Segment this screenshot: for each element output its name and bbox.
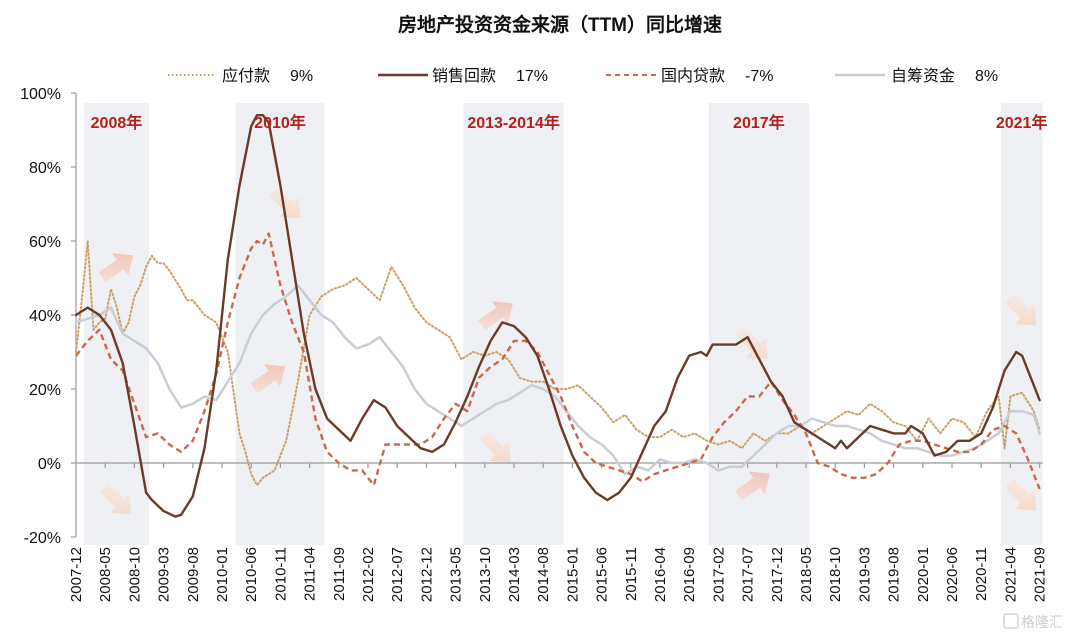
series-lines: [74, 113, 1041, 518]
x-tick-label: 2014-08: [535, 547, 552, 602]
arrow-shape: [269, 187, 301, 219]
shaded-period-band: [708, 103, 809, 545]
arrow-down-icon: [99, 483, 132, 515]
x-tick-label: 2014-03: [506, 547, 523, 602]
watermark-logo-icon: [1003, 613, 1019, 629]
x-tick-label: 2020-11: [973, 547, 990, 601]
arrow-shape: [250, 364, 286, 394]
x-tick-label: 2010-11: [272, 547, 289, 601]
x-tick-label: 2009-03: [156, 547, 173, 602]
y-tick-label: -20%: [24, 530, 61, 547]
x-tick-label: 2008-05: [97, 547, 114, 602]
arrow-down-icon: [479, 431, 511, 463]
arrow-shape: [98, 253, 134, 283]
arrow-shape: [735, 471, 770, 501]
arrow-down-icon: [269, 187, 301, 219]
x-tick-label: 2010-06: [243, 547, 260, 602]
arrow-shape: [99, 483, 132, 515]
y-tick-label: 20%: [29, 382, 61, 399]
axes: 100% 80% 60% 40% 20% 0% -20% 2007-12 2008-05 2008…: [20, 86, 1049, 602]
arrow-shape: [1005, 294, 1037, 326]
shaded-period-label: 2017年: [733, 113, 785, 132]
legend-value-sales: 17%: [516, 68, 548, 85]
x-tick-label: 2018-05: [798, 547, 815, 602]
x-tick-label: 2020-01: [915, 547, 932, 602]
y-tick-label: 60%: [29, 234, 61, 251]
x-tick-label: 2016-09: [681, 547, 698, 602]
x-tick-label: 2021-09: [1032, 547, 1049, 602]
legend-label-self-raised: 自筹资金: [891, 67, 955, 85]
legend-label-sales: 销售回款: [432, 67, 496, 85]
x-tick-label: 2017-07: [740, 547, 757, 602]
x-tick-label: 2015-06: [594, 547, 611, 602]
legend-item-loans: 国内贷款 -7%: [606, 67, 773, 85]
arrow-shape: [479, 431, 511, 463]
y-tick-label: 0%: [38, 456, 61, 473]
shaded-period-label: 2008年: [91, 113, 143, 132]
trend-arrows: [98, 187, 1037, 515]
x-tick-label: 2007-12: [68, 547, 85, 602]
arrow-up-icon: [98, 253, 134, 283]
x-tick-label: 2009-08: [185, 547, 202, 602]
legend-value-loans: -7%: [745, 68, 773, 85]
legend-label-loans: 国内贷款: [661, 67, 725, 85]
x-tick-label: 2008-10: [126, 547, 143, 602]
legend-value-self-raised: 8%: [975, 68, 998, 85]
x-tick-label: 2016-04: [652, 547, 669, 602]
series-line-loans: [75, 232, 1041, 490]
x-tick-label: 2019-03: [856, 547, 873, 602]
series-line-self-raised: [74, 284, 1041, 476]
x-tick-label: 2010-01: [214, 547, 231, 602]
x-tick-label: 2011-04: [302, 547, 319, 601]
arrow-shape: [478, 301, 513, 331]
shaded-period-label: 2010年: [254, 113, 306, 132]
arrow-down-icon: [1005, 479, 1037, 511]
arrow-up-icon: [735, 471, 770, 501]
legend: 应付款 9% 销售回款 17% 国内贷款 -7% 自筹资金 8%: [168, 66, 998, 85]
period-labels: 2008年 2010年 2013-2014年 2017年 2021年: [91, 113, 1048, 132]
legend-label-payables: 应付款: [222, 66, 270, 85]
watermark: 格隆汇: [1003, 613, 1063, 630]
arrow-down-icon: [1005, 294, 1037, 326]
watermark-text: 格隆汇: [1021, 614, 1063, 630]
legend-item-self-raised: 自筹资金 8%: [835, 67, 998, 85]
x-tick-label: 2021-04: [1002, 547, 1019, 602]
x-tick-label: 2012-07: [389, 547, 406, 602]
arrow-up-icon: [478, 301, 513, 331]
x-tick-label: 2012-12: [418, 547, 435, 602]
arrow-shape: [1005, 479, 1037, 511]
chart-title: 房地产投资资金来源（TTM）同比增速: [398, 13, 722, 36]
x-tick-label: 2017-12: [769, 547, 786, 602]
y-tick-label: 80%: [29, 160, 61, 177]
x-tick-label: 2015-01: [564, 547, 581, 602]
x-tick-label: 2018-10: [827, 547, 844, 602]
x-tick-label: 2019-08: [886, 547, 903, 602]
shaded-period-band: [463, 103, 564, 545]
legend-item-payables: 应付款 9%: [168, 66, 313, 85]
series-line-sales: [74, 113, 1041, 518]
legend-value-payables: 9%: [290, 68, 313, 85]
y-tick-label: 40%: [29, 308, 61, 325]
arrow-up-icon: [250, 364, 286, 394]
x-tick-label: 2013-05: [448, 547, 465, 602]
shaded-period-band: [235, 103, 325, 545]
x-tick-label: 2020-06: [944, 547, 961, 602]
shaded-period-label: 2013-2014年: [467, 113, 560, 132]
x-tick-label: 2011-09: [331, 547, 348, 601]
shaded-period-label: 2021年: [996, 113, 1048, 132]
x-tick-label: 2013-10: [477, 547, 494, 602]
x-tick-label: 2017-02: [710, 547, 727, 602]
legend-item-sales: 销售回款 17%: [378, 67, 548, 85]
y-tick-label: 100%: [20, 86, 61, 103]
x-tick-label: 2015-11: [623, 547, 640, 601]
shaded-period-band: [83, 103, 150, 545]
x-tick-label: 2012-02: [360, 547, 377, 602]
